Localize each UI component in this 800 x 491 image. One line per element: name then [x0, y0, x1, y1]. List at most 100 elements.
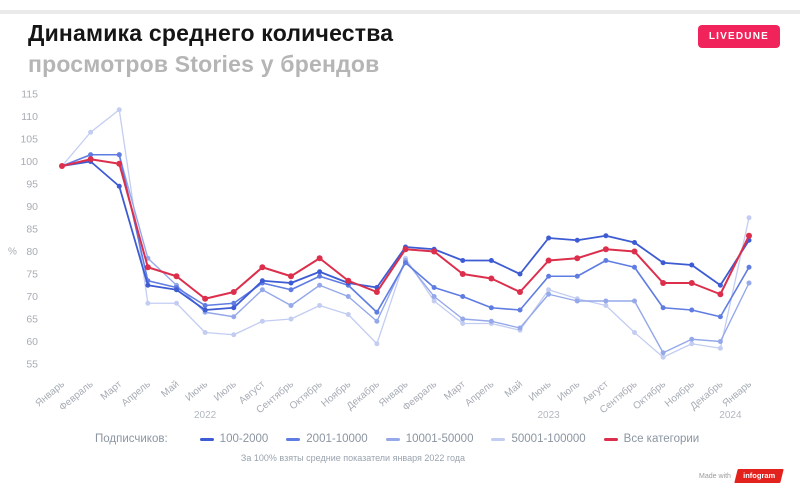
data-point[interactable] [431, 294, 437, 299]
data-point[interactable] [688, 280, 695, 286]
data-point[interactable] [632, 298, 637, 304]
data-point[interactable] [460, 321, 466, 326]
data-point[interactable] [374, 309, 380, 315]
data-point[interactable] [546, 273, 552, 279]
data-point[interactable] [116, 107, 122, 113]
data-point[interactable] [374, 341, 380, 347]
data-point[interactable] [460, 316, 466, 322]
legend-item-2001-10000[interactable]: 2001-10000 [286, 433, 368, 445]
data-point[interactable] [460, 294, 466, 299]
data-point[interactable] [660, 354, 666, 360]
data-point[interactable] [517, 271, 523, 277]
data-point[interactable] [259, 318, 265, 324]
data-point[interactable] [717, 314, 723, 320]
data-point[interactable] [660, 305, 666, 311]
data-point[interactable] [431, 298, 437, 304]
data-point[interactable] [231, 314, 237, 320]
data-point[interactable] [145, 300, 151, 306]
data-point[interactable] [574, 237, 580, 243]
data-point[interactable] [174, 300, 179, 306]
data-point[interactable] [488, 275, 495, 282]
data-point[interactable] [173, 273, 180, 280]
data-point[interactable] [689, 307, 695, 313]
data-point[interactable] [316, 255, 323, 262]
data-point[interactable] [631, 248, 638, 255]
legend-item-100-2000[interactable]: 100-2000 [199, 433, 268, 445]
data-point[interactable] [546, 291, 552, 297]
data-point[interactable] [546, 287, 552, 293]
data-point[interactable] [88, 152, 94, 158]
data-point[interactable] [345, 312, 351, 317]
data-point[interactable] [116, 152, 122, 158]
data-point[interactable] [116, 183, 122, 189]
data-point[interactable] [488, 258, 494, 263]
data-point[interactable] [402, 246, 409, 253]
data-point[interactable] [746, 280, 752, 286]
data-point[interactable] [431, 285, 437, 290]
data-point[interactable] [574, 298, 580, 304]
data-point[interactable] [746, 232, 752, 239]
data-point[interactable] [488, 318, 494, 324]
data-point[interactable] [317, 303, 323, 308]
data-point[interactable] [746, 264, 752, 270]
data-point[interactable] [403, 260, 408, 266]
data-point[interactable] [517, 307, 523, 313]
data-point[interactable] [632, 264, 637, 270]
livedune-logo-badge[interactable]: LIVEDUNE [697, 25, 780, 48]
data-point[interactable] [374, 318, 380, 324]
legend-item-Все категории[interactable]: Все категории [603, 433, 699, 445]
data-point[interactable] [259, 287, 265, 293]
data-point[interactable] [345, 294, 351, 299]
data-point[interactable] [546, 235, 552, 241]
data-point[interactable] [660, 280, 667, 286]
data-point[interactable] [717, 345, 723, 351]
data-point[interactable] [231, 332, 237, 338]
data-point[interactable] [288, 287, 294, 293]
data-point[interactable] [689, 341, 695, 347]
data-point[interactable] [689, 262, 695, 268]
data-point[interactable] [603, 258, 609, 263]
data-point[interactable] [517, 289, 523, 295]
data-point[interactable] [259, 278, 265, 284]
data-point[interactable] [574, 255, 581, 262]
data-point[interactable] [660, 350, 666, 356]
data-point[interactable] [545, 257, 552, 264]
data-point[interactable] [603, 233, 609, 239]
data-point[interactable] [202, 295, 209, 302]
data-point[interactable] [202, 307, 208, 313]
data-point[interactable] [603, 303, 609, 308]
data-point[interactable] [231, 305, 237, 311]
data-point[interactable] [689, 336, 695, 342]
data-point[interactable] [87, 156, 94, 163]
data-point[interactable] [746, 215, 752, 221]
data-point[interactable] [373, 289, 380, 295]
data-point[interactable] [660, 260, 666, 266]
data-point[interactable] [717, 282, 723, 288]
data-point[interactable] [317, 282, 323, 288]
data-point[interactable] [632, 240, 637, 245]
infogram-logo[interactable]: infogram [734, 469, 784, 483]
data-point[interactable] [488, 305, 494, 311]
legend-item-10001-50000[interactable]: 10001-50000 [385, 433, 473, 445]
data-point[interactable] [317, 269, 323, 275]
data-point[interactable] [288, 303, 294, 308]
data-point[interactable] [288, 273, 294, 280]
data-point[interactable] [230, 289, 237, 295]
data-point[interactable] [88, 129, 94, 135]
data-point[interactable] [288, 280, 294, 286]
data-point[interactable] [231, 300, 237, 306]
data-point[interactable] [116, 160, 123, 167]
data-point[interactable] [717, 339, 723, 344]
data-point[interactable] [459, 271, 466, 277]
data-point[interactable] [288, 316, 294, 322]
data-point[interactable] [202, 330, 208, 335]
data-point[interactable] [144, 264, 151, 271]
data-point[interactable] [574, 273, 580, 279]
data-point[interactable] [145, 282, 151, 288]
data-point[interactable] [717, 291, 724, 298]
data-point[interactable] [632, 330, 637, 335]
data-point[interactable] [317, 273, 323, 279]
data-point[interactable] [259, 264, 266, 271]
data-point[interactable] [460, 258, 466, 263]
data-point[interactable] [431, 248, 438, 255]
